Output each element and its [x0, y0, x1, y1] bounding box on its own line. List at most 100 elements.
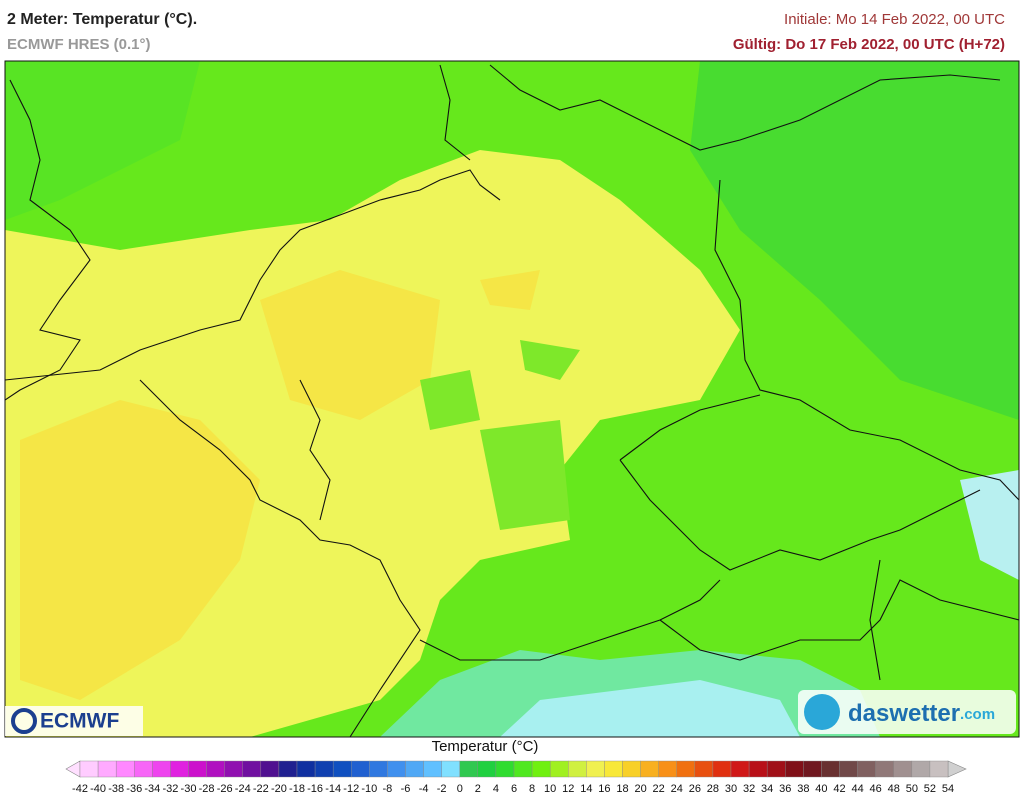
legend-tick-label: -32	[162, 783, 178, 795]
legend-tick-label: 26	[689, 783, 701, 795]
legend-tick-label: 12	[562, 783, 574, 795]
legend-tick-label: -4	[419, 783, 429, 795]
legend-tick-label: -36	[126, 783, 142, 795]
colorbar: -42 -40 -38 -36 -34 -32 -30 -28 -26 -24 -22 -20 -18-…	[65, 760, 967, 795]
logo-text: daswetter.com	[848, 700, 995, 727]
legend-tick-label: 22	[653, 783, 665, 795]
colorbar-title: Temperatur (°C)	[432, 738, 539, 755]
legend-tick-label: -38	[108, 783, 124, 795]
legend-swatch	[857, 760, 876, 778]
tatra-cold	[960, 470, 1019, 580]
legend-tick-label: 16	[598, 783, 610, 795]
borders	[5, 64, 1019, 737]
legend-tick-label: 4	[493, 783, 499, 795]
legend-swatch	[369, 760, 388, 778]
legend-swatch	[441, 760, 460, 778]
legend-tick-label: -10	[361, 783, 377, 795]
legend-tick-label: 6	[511, 783, 517, 795]
legend-tick-label: -22	[253, 783, 269, 795]
colorbar-under	[65, 760, 81, 778]
legend-tick-label: 46	[870, 783, 882, 795]
legend-swatch	[206, 760, 225, 778]
legend-swatch	[658, 760, 677, 778]
legend-swatch	[549, 760, 569, 778]
legend-swatch	[332, 760, 352, 778]
initial-time: Initiale: Mo 14 Feb 2022, 00 UTC	[784, 11, 1005, 28]
legend-tick-label: 32	[743, 783, 755, 795]
legend-swatch	[893, 760, 913, 778]
legend-tick-label: 44	[851, 783, 863, 795]
daswetter-logo: daswetter.com	[798, 690, 1016, 734]
legend-tick-label: -24	[235, 783, 251, 795]
legend-swatch	[676, 760, 696, 778]
legend-tick-label: -30	[181, 783, 197, 795]
legend-tick-label: -14	[325, 783, 341, 795]
legend-swatch	[748, 760, 768, 778]
colorbar-over	[947, 760, 967, 778]
legend-tick-label: -26	[217, 783, 233, 795]
legend-swatch	[694, 760, 714, 778]
legend-tick-label: 40	[815, 783, 827, 795]
logo-icon	[804, 694, 840, 730]
legend-tick-label: 50	[906, 783, 918, 795]
valid-time: Gültig: Do 17 Feb 2022, 00 UTC (H+72)	[733, 36, 1005, 53]
legend-swatch	[568, 760, 587, 778]
legend-swatch	[730, 760, 750, 778]
logo-name: daswetter	[848, 700, 960, 727]
legend-tick-label: 38	[797, 783, 809, 795]
legend-tick-label: 18	[616, 783, 628, 795]
legend-swatch	[423, 760, 442, 778]
legend-swatch	[260, 760, 280, 778]
logo-backdrop	[798, 690, 1016, 734]
legend-tick-label: -8	[383, 783, 393, 795]
legend-tick-label: -18	[289, 783, 305, 795]
legend-tick-label: 42	[833, 783, 845, 795]
legend-swatch	[278, 760, 298, 778]
cool-area	[5, 61, 200, 220]
legend-tick-label: 24	[671, 783, 683, 795]
alps-cold	[500, 680, 800, 737]
legend-swatch	[495, 760, 515, 778]
legend-swatch	[188, 760, 207, 778]
warm-area	[20, 400, 260, 700]
legend-swatch	[97, 760, 117, 778]
legend-tick-label: 54	[942, 783, 954, 795]
legend-swatch	[296, 760, 316, 778]
legend-tick-label: 36	[779, 783, 791, 795]
legend-swatch	[224, 760, 243, 778]
legend-tick-label: -16	[307, 783, 323, 795]
legend-swatch	[803, 760, 822, 778]
legend-swatch	[929, 760, 949, 778]
legend-swatch	[170, 760, 189, 778]
legend-swatch	[839, 760, 858, 778]
legend-swatch	[115, 760, 135, 778]
legend-tick-label: -20	[271, 783, 287, 795]
legend-swatch	[785, 760, 804, 778]
legend-swatch	[134, 760, 153, 778]
legend-tick-label: 0	[457, 783, 463, 795]
legend-swatch	[766, 760, 786, 778]
legend-swatch	[622, 760, 641, 778]
legend-tick-label: -28	[199, 783, 215, 795]
legend-tick-label: -34	[144, 783, 160, 795]
legend-tick-label: 8	[529, 783, 535, 795]
legend-swatch	[152, 760, 171, 778]
legend-swatch	[351, 760, 370, 778]
legend-swatch	[242, 760, 262, 778]
legend-tick-label: 14	[580, 783, 592, 795]
legend-tick-label: 34	[761, 783, 773, 795]
legend-tick-label: 10	[544, 783, 556, 795]
legend-swatch	[875, 760, 894, 778]
legend-tick-label: -12	[343, 783, 359, 795]
green-patch	[420, 340, 580, 530]
logo-text: ECMWF	[40, 710, 119, 733]
logo-icon	[11, 708, 37, 734]
legend-swatch	[712, 760, 732, 778]
legend-swatch	[387, 760, 406, 778]
legend-tick-label: 30	[725, 783, 737, 795]
legend-tick-label: 48	[888, 783, 900, 795]
model-label: ECMWF HRES (0.1°)	[7, 36, 151, 53]
legend-swatch	[459, 760, 479, 778]
